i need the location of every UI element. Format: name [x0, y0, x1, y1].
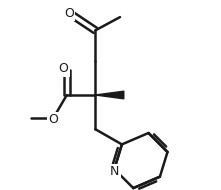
- Polygon shape: [95, 91, 124, 99]
- Text: N: N: [110, 165, 119, 178]
- Text: O: O: [64, 7, 74, 20]
- Text: O: O: [49, 113, 58, 126]
- Text: O: O: [58, 62, 68, 75]
